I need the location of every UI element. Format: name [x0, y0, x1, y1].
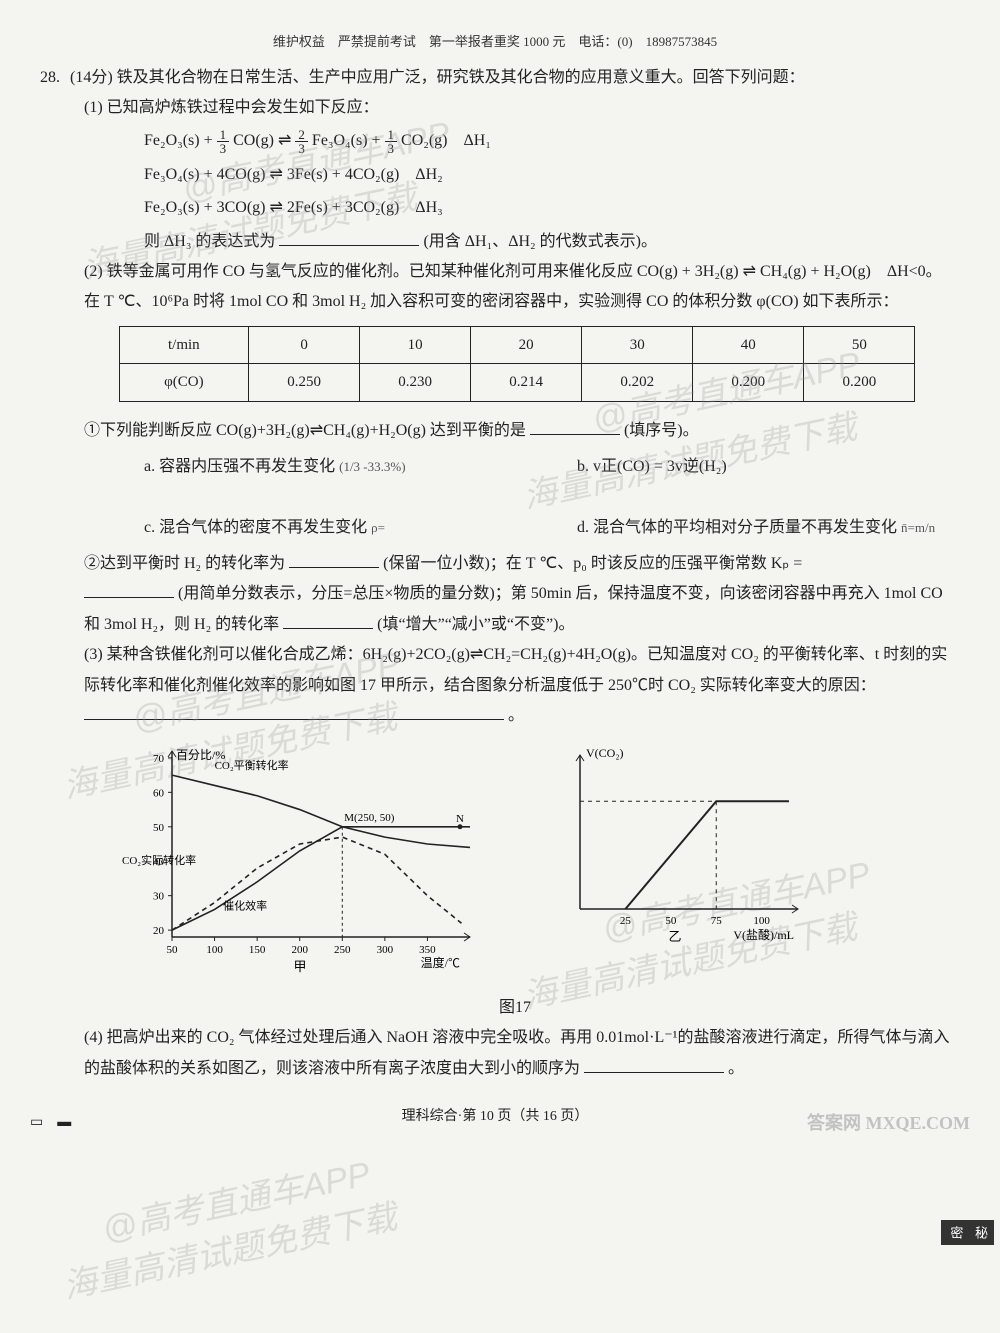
svg-text:50: 50 [167, 944, 179, 956]
page-marks: ▭ ▬ [30, 1110, 71, 1137]
chart-right: 25 50 75 100 V(CO₂) V(盐酸)/mL 乙 [540, 743, 810, 984]
co-fraction-table: t/min01020304050 φ(CO)0.2500.2300.2140.2… [119, 326, 916, 402]
svg-text:200: 200 [291, 944, 308, 956]
svg-text:25: 25 [620, 915, 632, 927]
blank-q1[interactable] [530, 419, 620, 434]
svg-text:75: 75 [711, 915, 723, 927]
blank-kp[interactable] [84, 583, 174, 598]
blank-ion-order[interactable] [584, 1057, 724, 1072]
svg-text:100: 100 [753, 915, 770, 927]
svg-text:350: 350 [419, 944, 436, 956]
svg-text:V(CO₂): V(CO₂) [586, 746, 624, 760]
equation-2: Fe₃O₄(s) + 4CO(g) ⇌ 3Fe(s) + 4CO₂(g) ΔH₂ [84, 160, 950, 190]
part3: (3) 某种含铁催化剂可以催化合成乙烯：6H₂(g)+2CO₂(g)⇌CH₂=C… [40, 640, 950, 731]
part4: (4) 把高炉出来的 CO₂ 气体经过处理后通入 NaOH 溶液中完全吸收。再用… [40, 1023, 950, 1084]
handwriting-1: (1/3 -33.3%) [339, 459, 405, 474]
question-number: 28. [40, 63, 60, 93]
svg-text:50: 50 [665, 915, 677, 927]
svg-text:CO₂平衡转化率: CO₂平衡转化率 [215, 758, 289, 772]
svg-text:V(盐酸)/mL: V(盐酸)/mL [733, 927, 794, 942]
part2-lead: (2) 铁等金属可用作 CO 与氢气反应的催化剂。已知某种催化剂可用来催化反应 … [84, 257, 950, 318]
svg-text:250: 250 [334, 944, 351, 956]
svg-text:300: 300 [377, 944, 394, 956]
eq1-a: Fe₂O₃(s) + [144, 132, 217, 149]
blank-dh3[interactable] [279, 230, 419, 245]
part2-q2: ②达到平衡时 H₂ 的转化率为 (保留一位小数)；在 T ℃、p₀ 时该反应的压… [84, 549, 950, 640]
svg-text:M(250, 50): M(250, 50) [344, 812, 394, 824]
choice-b: b. v正(CO) = 3v逆(H₂) [577, 452, 950, 482]
choices: a. 容器内压强不再发生变化 (1/3 -33.3%) b. v正(CO) = … [84, 452, 950, 543]
equation-3: Fe₂O₃(s) + 3CO(g) ⇌ 2Fe(s) + 3CO₂(g) ΔH₃ [84, 193, 950, 223]
svg-text:乙: 乙 [668, 929, 681, 943]
handwriting-3: n̄=m/n [901, 520, 935, 535]
handwriting-2: ρ= [371, 520, 385, 535]
svg-text:催化效率: 催化效率 [223, 899, 267, 913]
svg-text:甲: 甲 [293, 959, 306, 973]
svg-text:N: N [456, 813, 464, 825]
blank-conversion[interactable] [289, 553, 379, 568]
part1-ask: 则 ΔH₃ 的表达式为 (用含 ΔH₁、ΔH₂ 的代数式表示)。 [84, 227, 950, 257]
svg-text:100: 100 [206, 944, 223, 956]
svg-text:150: 150 [249, 944, 266, 956]
blank-change[interactable] [283, 613, 373, 628]
question-points: (14分) [70, 69, 113, 86]
part2-q1: ①下列能判断反应 CO(g)+3H₂(g)⇌CH₄(g)+H₂O(g) 达到平衡… [84, 416, 950, 446]
eq1-d: CO₂(g) ΔH₁ [401, 132, 491, 149]
svg-text:温度/℃: 温度/℃ [421, 955, 460, 970]
svg-text:CO₂实际转化率: CO₂实际转化率 [122, 854, 196, 868]
svg-text:60: 60 [153, 788, 165, 800]
figure-caption: 图17 [40, 993, 950, 1023]
eq1-b: CO(g) ⇌ [233, 132, 295, 149]
corner-logo: 答案网 MXQE.COM [807, 1106, 970, 1140]
svg-text:70: 70 [153, 753, 165, 765]
choice-c: c. 混合气体的密度不再发生变化 ρ= [144, 513, 517, 543]
stem-text: 铁及其化合物在日常生活、生产中应用广泛，研究铁及其化合物的应用意义重大。回答下列… [117, 69, 805, 86]
part2: (2) 铁等金属可用作 CO 与氢气反应的催化剂。已知某种催化剂可用来催化反应 … [40, 257, 950, 640]
choice-a: a. 容器内压强不再发生变化 (1/3 -33.3%) [144, 452, 517, 482]
figure-17: 50100150200250300350203040506070百分比/%温度/… [40, 743, 950, 984]
svg-text:30: 30 [153, 891, 165, 903]
chart-left: 50100150200250300350203040506070百分比/%温度/… [120, 743, 480, 984]
svg-text:50: 50 [153, 822, 165, 834]
equation-1: Fe₂O₃(s) + 13 CO(g) ⇌ 23 Fe₃O₄(s) + 13 C… [84, 126, 950, 156]
header-notice: 维护权益 严禁提前考试 第一举报者重奖 1000 元 电话：(0) 189875… [40, 30, 950, 55]
blank-reason[interactable] [84, 705, 504, 720]
question-stem: 28. (14分) 铁及其化合物在日常生活、生产中应用广泛，研究铁及其化合物的应… [40, 63, 950, 93]
choice-d: d. 混合气体的平均相对分子质量不再发生变化 n̄=m/n [577, 513, 950, 543]
part1-lead: (1) 已知高炉炼铁过程中会发生如下反应： [84, 93, 950, 123]
eq1-c: Fe₃O₄(s) + [312, 132, 385, 149]
svg-text:20: 20 [153, 925, 165, 937]
part1: (1) 已知高炉炼铁过程中会发生如下反应： Fe₂O₃(s) + 13 CO(g… [40, 93, 950, 257]
side-tab: 秘密 [941, 1220, 994, 1245]
